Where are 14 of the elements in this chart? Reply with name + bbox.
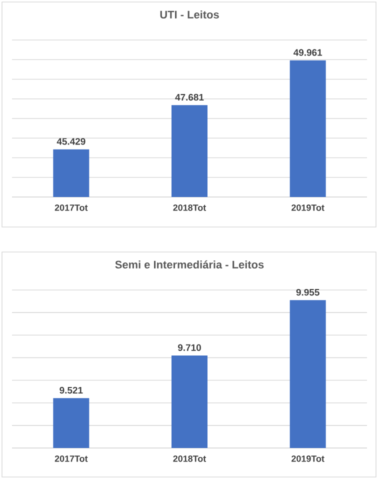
data-label: 49.961 [294,49,322,56]
x-tick-label: 2018Tot [173,204,206,211]
data-label: 9.710 [178,344,201,351]
x-tick-label: 2018Tot [173,456,206,462]
chart-title: UTI - Leitos [160,10,219,18]
data-label: 9.955 [296,288,320,296]
data-label: 47.681 [175,94,204,101]
x-tick-label: 2017Tot [54,204,88,211]
x-tick-label: 2019Tot [292,204,324,211]
x-tick-label: 2019Tot [292,456,324,462]
data-label: 45.429 [56,138,86,145]
chart-title: Semi e Intermediária - Leitos [115,260,264,269]
data-label: 9.521 [60,386,83,394]
x-tick-label: 2017Tot [54,456,88,462]
